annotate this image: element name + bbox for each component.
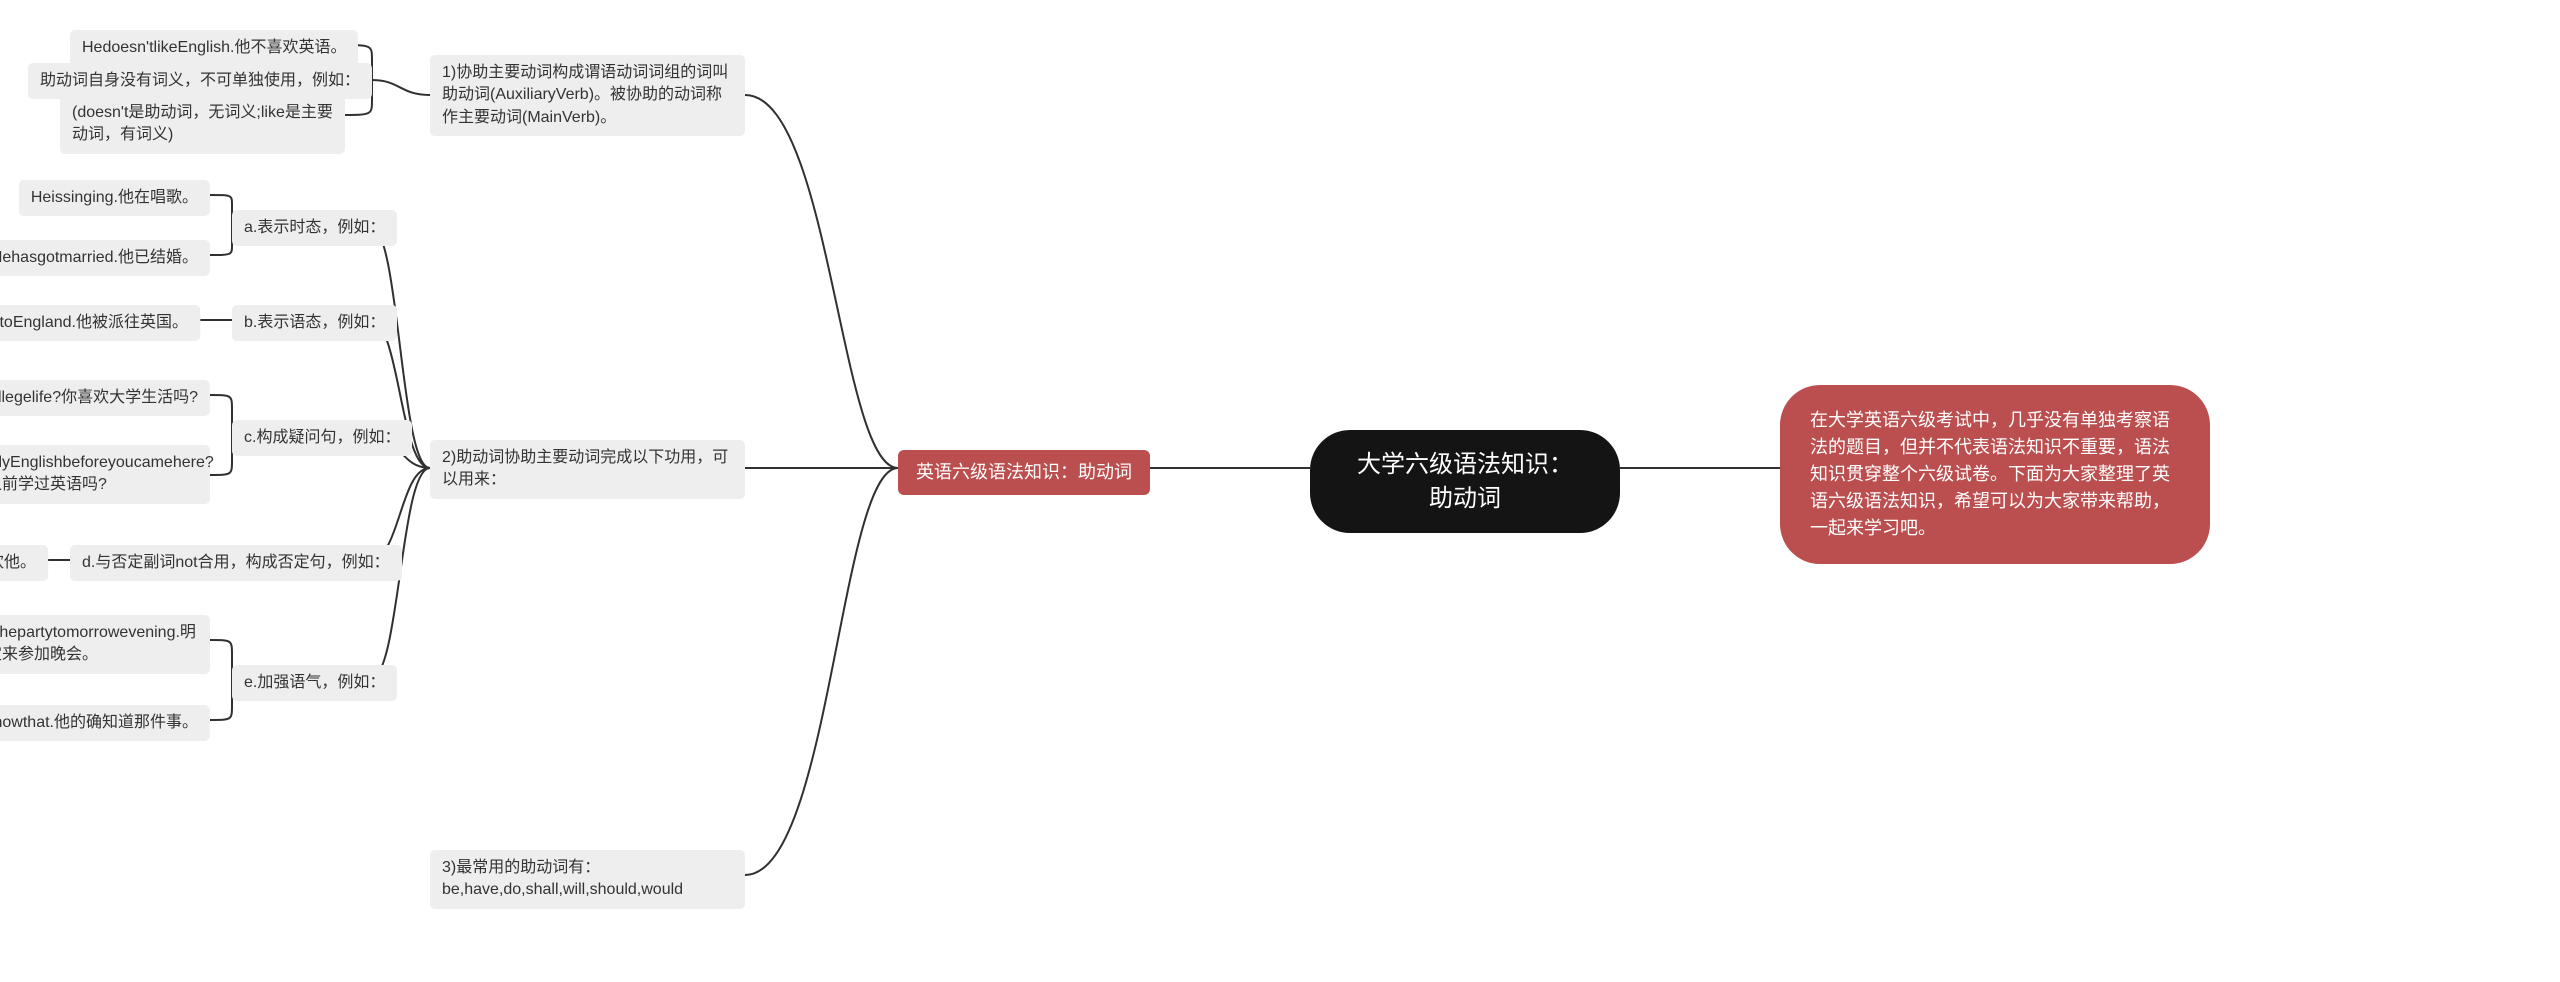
section1-node[interactable]: 1)协助主要动词构成谓语动词词组的词叫助动词(AuxiliaryVerb)。被协… — [430, 55, 745, 136]
section2-c-ex2[interactable]: DidyoustudyEnglishbeforeyoucamehere?你来这儿… — [0, 445, 210, 504]
section2-c-label: c.构成疑问句，例如： — [244, 429, 400, 446]
section2-a-ex1[interactable]: Heissinging.他在唱歌。 — [19, 180, 210, 216]
root-title: 大学六级语法知识：助动词 — [1357, 451, 1573, 512]
section1-ex2-text: (doesn't是助动词，无词义;like是主要动词，有词义) — [72, 104, 333, 143]
section2-e-ex1-text: Docometothepartytomorrowevening.明天晚上一定来参… — [0, 624, 196, 663]
subtitle-text: 英语六级语法知识：助动词 — [916, 462, 1132, 482]
section2-node[interactable]: 2)助动词协助主要动词完成以下功用，可以用来： — [430, 440, 745, 499]
section1-text: 1)协助主要动词构成谓语动词词组的词叫助动词(AuxiliaryVerb)。被协… — [442, 64, 728, 126]
section3-text: 3)最常用的助动词有：be,have,do,shall,will,should,… — [442, 859, 683, 898]
section2-e-label: e.加强语气，例如： — [244, 674, 385, 691]
section2-c[interactable]: c.构成疑问句，例如： — [232, 420, 412, 456]
section2-a-label: a.表示时态，例如： — [244, 219, 385, 236]
section2-c-ex1[interactable]: Doyoulikecollegelife?你喜欢大学生活吗? — [0, 380, 210, 416]
section1-group[interactable]: 助动词自身没有词义，不可单独使用，例如： — [28, 63, 372, 99]
root-node[interactable]: 大学六级语法知识：助动词 — [1310, 430, 1620, 533]
section2-d-label: d.与否定副词not合用，构成否定句，例如： — [82, 554, 390, 571]
section1-group-text: 助动词自身没有词义，不可单独使用，例如： — [40, 72, 360, 89]
section2-b[interactable]: b.表示语态，例如： — [232, 305, 397, 341]
section1-ex1-text: Hedoesn'tlikeEnglish.他不喜欢英语。 — [82, 39, 346, 56]
section2-c-ex2-text: DidyoustudyEnglishbeforeyoucamehere?你来这儿… — [0, 454, 214, 493]
section3-node[interactable]: 3)最常用的助动词有：be,have,do,shall,will,should,… — [430, 850, 745, 909]
section2-d-ex1-text: Idon'tlikehim.我不喜欢他。 — [0, 554, 36, 571]
section2-d-ex1[interactable]: Idon'tlikehim.我不喜欢他。 — [0, 545, 48, 581]
description-text: 在大学英语六级考试中，几乎没有单独考察语法的题目，但并不代表语法知识不重要，语法… — [1810, 410, 2170, 538]
section2-b-ex1-text: HewassenttoEngland.他被派往英国。 — [0, 314, 188, 331]
section2-c-ex1-text: Doyoulikecollegelife?你喜欢大学生活吗? — [0, 389, 198, 406]
description-node[interactable]: 在大学英语六级考试中，几乎没有单独考察语法的题目，但并不代表语法知识不重要，语法… — [1780, 385, 2210, 564]
section1-ex2[interactable]: (doesn't是助动词，无词义;like是主要动词，有词义) — [60, 95, 345, 154]
section1-ex1[interactable]: Hedoesn'tlikeEnglish.他不喜欢英语。 — [70, 30, 358, 66]
section2-e[interactable]: e.加强语气，例如： — [232, 665, 397, 701]
section2-b-ex1[interactable]: HewassenttoEngland.他被派往英国。 — [0, 305, 200, 341]
section2-e-ex2[interactable]: Hedidknowthat.他的确知道那件事。 — [0, 705, 210, 741]
section2-e-ex1[interactable]: Docometothepartytomorrowevening.明天晚上一定来参… — [0, 615, 210, 674]
section2-a-ex2[interactable]: Hehasgotmarried.他已结婚。 — [0, 240, 210, 276]
section2-e-ex2-text: Hedidknowthat.他的确知道那件事。 — [0, 714, 198, 731]
section2-b-label: b.表示语态，例如： — [244, 314, 385, 331]
section2-a[interactable]: a.表示时态，例如： — [232, 210, 397, 246]
section2-a-ex2-text: Hehasgotmarried.他已结婚。 — [0, 249, 198, 266]
subtitle-node[interactable]: 英语六级语法知识：助动词 — [898, 450, 1150, 495]
section2-text: 2)助动词协助主要动词完成以下功用，可以用来： — [442, 449, 728, 488]
section2-a-ex1-text: Heissinging.他在唱歌。 — [31, 189, 198, 206]
section2-d[interactable]: d.与否定副词not合用，构成否定句，例如： — [70, 545, 402, 581]
